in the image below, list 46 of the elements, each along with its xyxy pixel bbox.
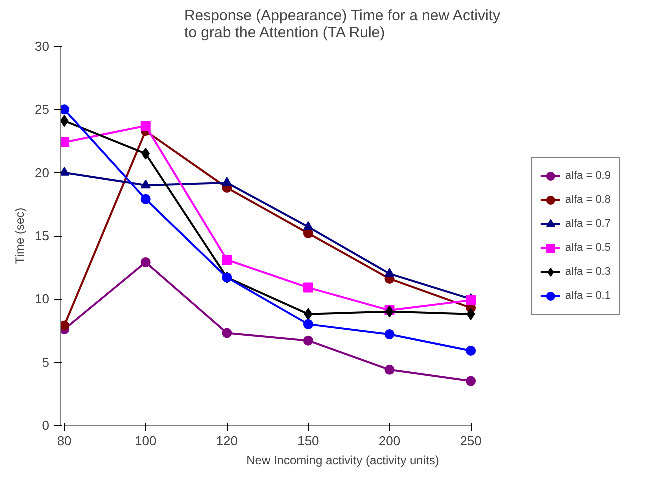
point — [140, 194, 151, 204]
legend-label: alfa = 0.9 — [565, 170, 611, 182]
y-tick-label: 25 — [35, 102, 50, 118]
legend-label: alfa = 0.7 — [565, 218, 611, 230]
point — [384, 268, 395, 277]
x-tick-label: 100 — [135, 434, 157, 448]
point — [222, 328, 232, 338]
legend-label: alfa = 0.3 — [565, 266, 611, 278]
x-axis-title: New Incoming activity (activity units) — [246, 454, 440, 468]
point — [222, 255, 232, 266]
x-tick-label: 250 — [460, 434, 482, 448]
y-tick-label: 30 — [35, 39, 50, 54]
point — [303, 282, 314, 293]
legend-label: alfa = 0.1 — [565, 290, 611, 302]
x-tick-label: 120 — [216, 434, 238, 448]
y-tick-label: 15 — [35, 228, 50, 244]
point — [466, 295, 476, 306]
point — [60, 320, 70, 331]
point — [303, 319, 314, 330]
x-tick-label: 80 — [57, 434, 72, 448]
point — [466, 346, 476, 356]
point — [60, 138, 70, 148]
point — [60, 104, 70, 115]
y-tick-label: 20 — [35, 165, 50, 180]
point — [303, 336, 314, 346]
point — [142, 148, 150, 160]
point — [466, 308, 476, 320]
x-tick-label: 150 — [298, 434, 320, 448]
point — [303, 221, 314, 230]
point — [60, 167, 70, 176]
y-tick-label: 5 — [42, 354, 50, 370]
legend-label: alfa = 0.5 — [565, 242, 611, 254]
point — [304, 308, 313, 320]
point — [466, 376, 476, 386]
y-tick-label: 0 — [42, 418, 50, 433]
point — [140, 258, 151, 268]
x-tick-label: 200 — [378, 434, 401, 448]
y-axis-title: Time (sec) — [13, 208, 28, 264]
point — [140, 121, 151, 132]
legend-label: alfa = 0.8 — [565, 194, 611, 206]
point — [222, 177, 232, 186]
point — [384, 330, 395, 340]
y-tick-label: 10 — [35, 292, 50, 307]
chart-title: Response (Appearance) Time for a new Activity to grab the Attention (TA Rule) — [184, 8, 501, 42]
point — [384, 364, 395, 375]
point — [140, 180, 151, 189]
